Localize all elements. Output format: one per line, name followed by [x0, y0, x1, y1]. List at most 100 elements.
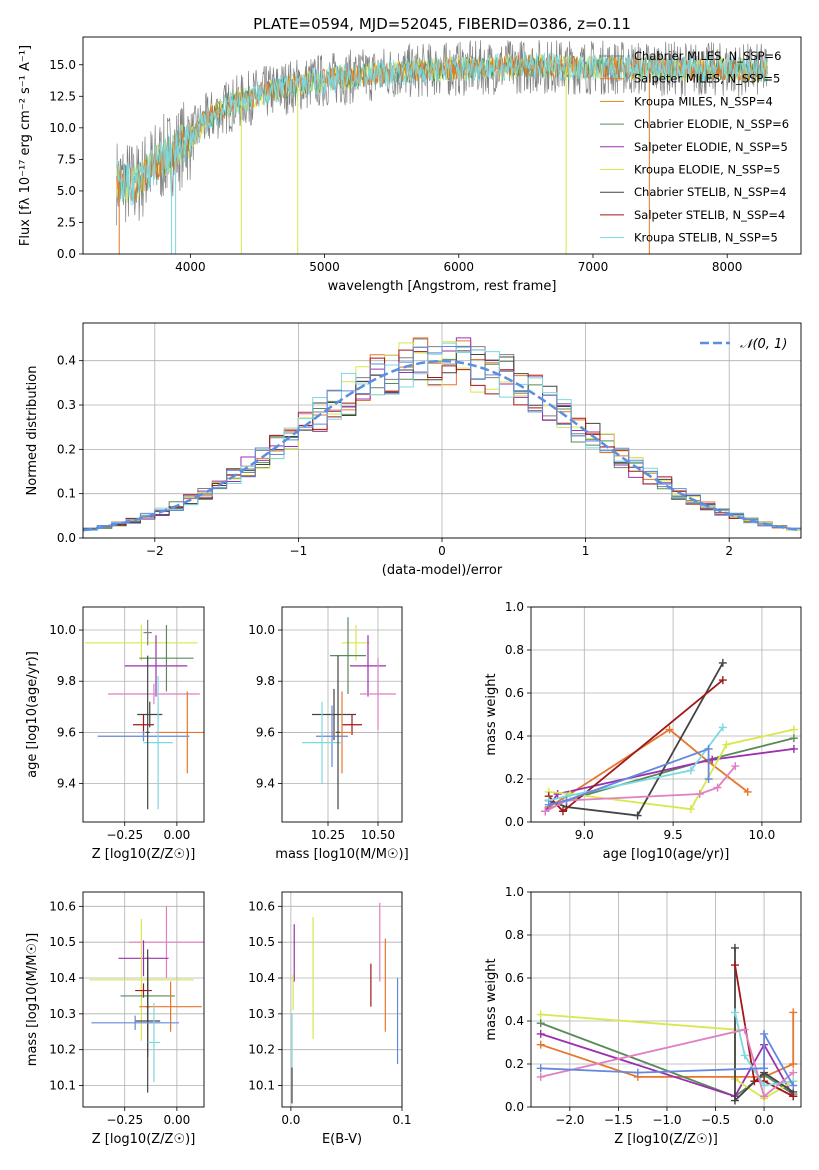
plot-area	[541, 658, 798, 820]
x-axis-label: Z [log10(Z/Z☉)]	[614, 1132, 718, 1147]
series-marker	[789, 1060, 798, 1068]
tick-label-y: 10.6	[49, 899, 76, 913]
y-axis-label: mass [log10(M/M☉)]	[25, 933, 40, 1066]
series-marker	[789, 725, 798, 734]
x-axis-label: age [log10(age/yr)]	[603, 847, 730, 862]
plot-area	[89, 906, 204, 1093]
series-marker	[789, 744, 798, 753]
tick-label-x: −1	[290, 544, 308, 558]
tick-label-y: 9.8	[256, 674, 275, 688]
tick-label-y: 0.8	[505, 643, 524, 657]
series-marker	[730, 1096, 739, 1105]
y-axis-label: mass weight	[484, 673, 499, 755]
tick-label-y: 10.2	[49, 1043, 76, 1057]
legend-entry: Salpeter STELIB, N_SSP=4	[634, 208, 785, 222]
series-line	[734, 947, 794, 1103]
plot-area	[291, 902, 399, 1104]
tick-label-y: 12.5	[49, 89, 76, 103]
series-line	[540, 1033, 794, 1098]
x-axis-label: E(B-V)	[322, 1132, 362, 1147]
plot-area	[536, 943, 798, 1105]
tick-label-y: 0.1	[57, 487, 76, 501]
tick-label-y: 0.2	[505, 772, 524, 786]
tick-label-y: 0.0	[57, 247, 76, 261]
series-marker	[730, 1008, 739, 1017]
plot-area	[302, 617, 396, 810]
plot-area	[116, 40, 768, 254]
legend-entry: Salpeter ELODIE, N_SSP=5	[634, 140, 788, 154]
tick-label-y: 5.0	[57, 184, 76, 198]
tick-label-y: 0.6	[505, 971, 524, 985]
tick-label-y: 0.2	[505, 1057, 524, 1071]
panels: 4000 5000 6000 7000 80000.02.55.07.510.012.5…	[18, 36, 802, 1147]
series-marker	[789, 1008, 798, 1017]
tick-label-y: 10.0	[49, 121, 76, 135]
y-axis-label: mass weight	[484, 958, 499, 1040]
grid	[531, 606, 801, 823]
spectrum-model-line	[116, 52, 768, 206]
tick-label-y: 0.8	[505, 928, 524, 942]
tick-label-x: 10.0	[749, 828, 776, 842]
tick-label-x: −0.5	[701, 1113, 730, 1127]
x-axis-label: Z [log10(Z/Z☉)]	[92, 847, 196, 862]
tick-label-y: 10.4	[248, 971, 275, 985]
mass_vs_EBV-panel: 0.0 0.1 10.1 10.2 10.3 10.4 10.5 10.6 E(B-V)	[248, 891, 412, 1147]
tick-label-x: 6000	[444, 260, 475, 274]
y-axis-label: Flux [fλ 10⁻¹⁷ erg cm⁻² s⁻¹ A⁻¹]	[18, 45, 33, 246]
series-marker	[544, 800, 553, 809]
series-marker	[730, 961, 739, 970]
age_vs_Z-panel: −0.25 0.00 9.4 9.6 9.8 10.0 Z [log10(Z/Z☉)] age…	[25, 606, 205, 862]
tick-label-y: 10.3	[49, 1007, 76, 1021]
series-marker	[704, 775, 713, 783]
series-marker	[708, 755, 717, 764]
series-marker	[695, 790, 704, 799]
tick-label-x: 0.0	[281, 1113, 300, 1127]
tick-label-y: 7.5	[57, 152, 76, 166]
axes-frame	[281, 891, 403, 1108]
legend-entry: Chabrier STELIB, N_SSP=4	[634, 185, 786, 199]
series-marker	[730, 943, 739, 952]
tick-label-y: 1.0	[505, 885, 524, 899]
tick-label-x: −2.0	[555, 1113, 584, 1127]
series-line	[544, 748, 795, 812]
legend-entry: Chabrier MILES, N_SSP=6	[634, 49, 781, 63]
series-marker	[633, 811, 642, 820]
series-marker	[553, 790, 562, 799]
series-marker	[536, 1010, 545, 1019]
tick-label-x: 0.00	[164, 828, 191, 842]
series-marker	[760, 1064, 769, 1073]
series-marker	[718, 658, 727, 667]
tick-label-y: 9.6	[57, 725, 76, 739]
tick-label-x: 10.25	[311, 828, 345, 842]
series-marker	[722, 740, 731, 749]
series-line	[548, 747, 710, 806]
series-marker	[789, 1081, 798, 1090]
series-marker	[686, 805, 695, 814]
tick-label-x: −1.5	[604, 1113, 633, 1127]
tick-label-x: −0.25	[106, 828, 143, 842]
x-axis-label: wavelength [Angstrom, rest frame]	[328, 279, 557, 294]
series-marker	[536, 1072, 545, 1081]
axes-frame	[82, 891, 205, 1108]
axes-frame	[82, 606, 205, 823]
histogram-series	[83, 345, 801, 538]
tick-label-x: 5000	[309, 260, 340, 274]
tick-label-y: 10.3	[248, 1007, 275, 1021]
x-axis-label: mass [log10(M/M☉)]	[275, 847, 408, 862]
series-line	[540, 1028, 794, 1098]
tick-label-y: 9.6	[256, 725, 275, 739]
tick-label-y: 0.4	[57, 354, 76, 368]
series-marker	[704, 744, 713, 753]
series-marker	[541, 807, 550, 816]
grid	[282, 892, 403, 1107]
tick-label-y: 0.4	[505, 729, 524, 743]
series-marker	[562, 796, 571, 805]
tick-label-y: 9.8	[57, 674, 76, 688]
legend-entry: Salpeter MILES, N_SSP=5	[634, 72, 780, 86]
tick-label-y: 9.4	[57, 777, 76, 791]
tick-label-y: 10.5	[248, 935, 275, 949]
series-marker	[743, 787, 752, 796]
series-marker	[536, 1040, 545, 1049]
series-marker	[633, 1068, 642, 1077]
